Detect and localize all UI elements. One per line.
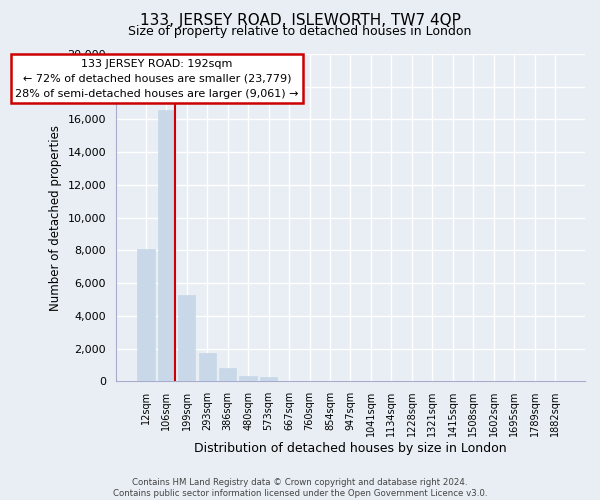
Bar — [219, 368, 236, 381]
Text: 133 JERSEY ROAD: 192sqm
← 72% of detached houses are smaller (23,779)
28% of sem: 133 JERSEY ROAD: 192sqm ← 72% of detache… — [16, 59, 299, 98]
Bar — [178, 294, 196, 381]
Bar — [137, 248, 155, 381]
Bar — [158, 110, 175, 381]
Text: Size of property relative to detached houses in London: Size of property relative to detached ho… — [128, 25, 472, 38]
Bar — [239, 376, 257, 381]
X-axis label: Distribution of detached houses by size in London: Distribution of detached houses by size … — [194, 442, 507, 455]
Y-axis label: Number of detached properties: Number of detached properties — [49, 124, 62, 310]
Bar — [260, 377, 277, 381]
Text: Contains HM Land Registry data © Crown copyright and database right 2024.
Contai: Contains HM Land Registry data © Crown c… — [113, 478, 487, 498]
Text: 133, JERSEY ROAD, ISLEWORTH, TW7 4QP: 133, JERSEY ROAD, ISLEWORTH, TW7 4QP — [140, 12, 460, 28]
Bar — [199, 352, 216, 381]
